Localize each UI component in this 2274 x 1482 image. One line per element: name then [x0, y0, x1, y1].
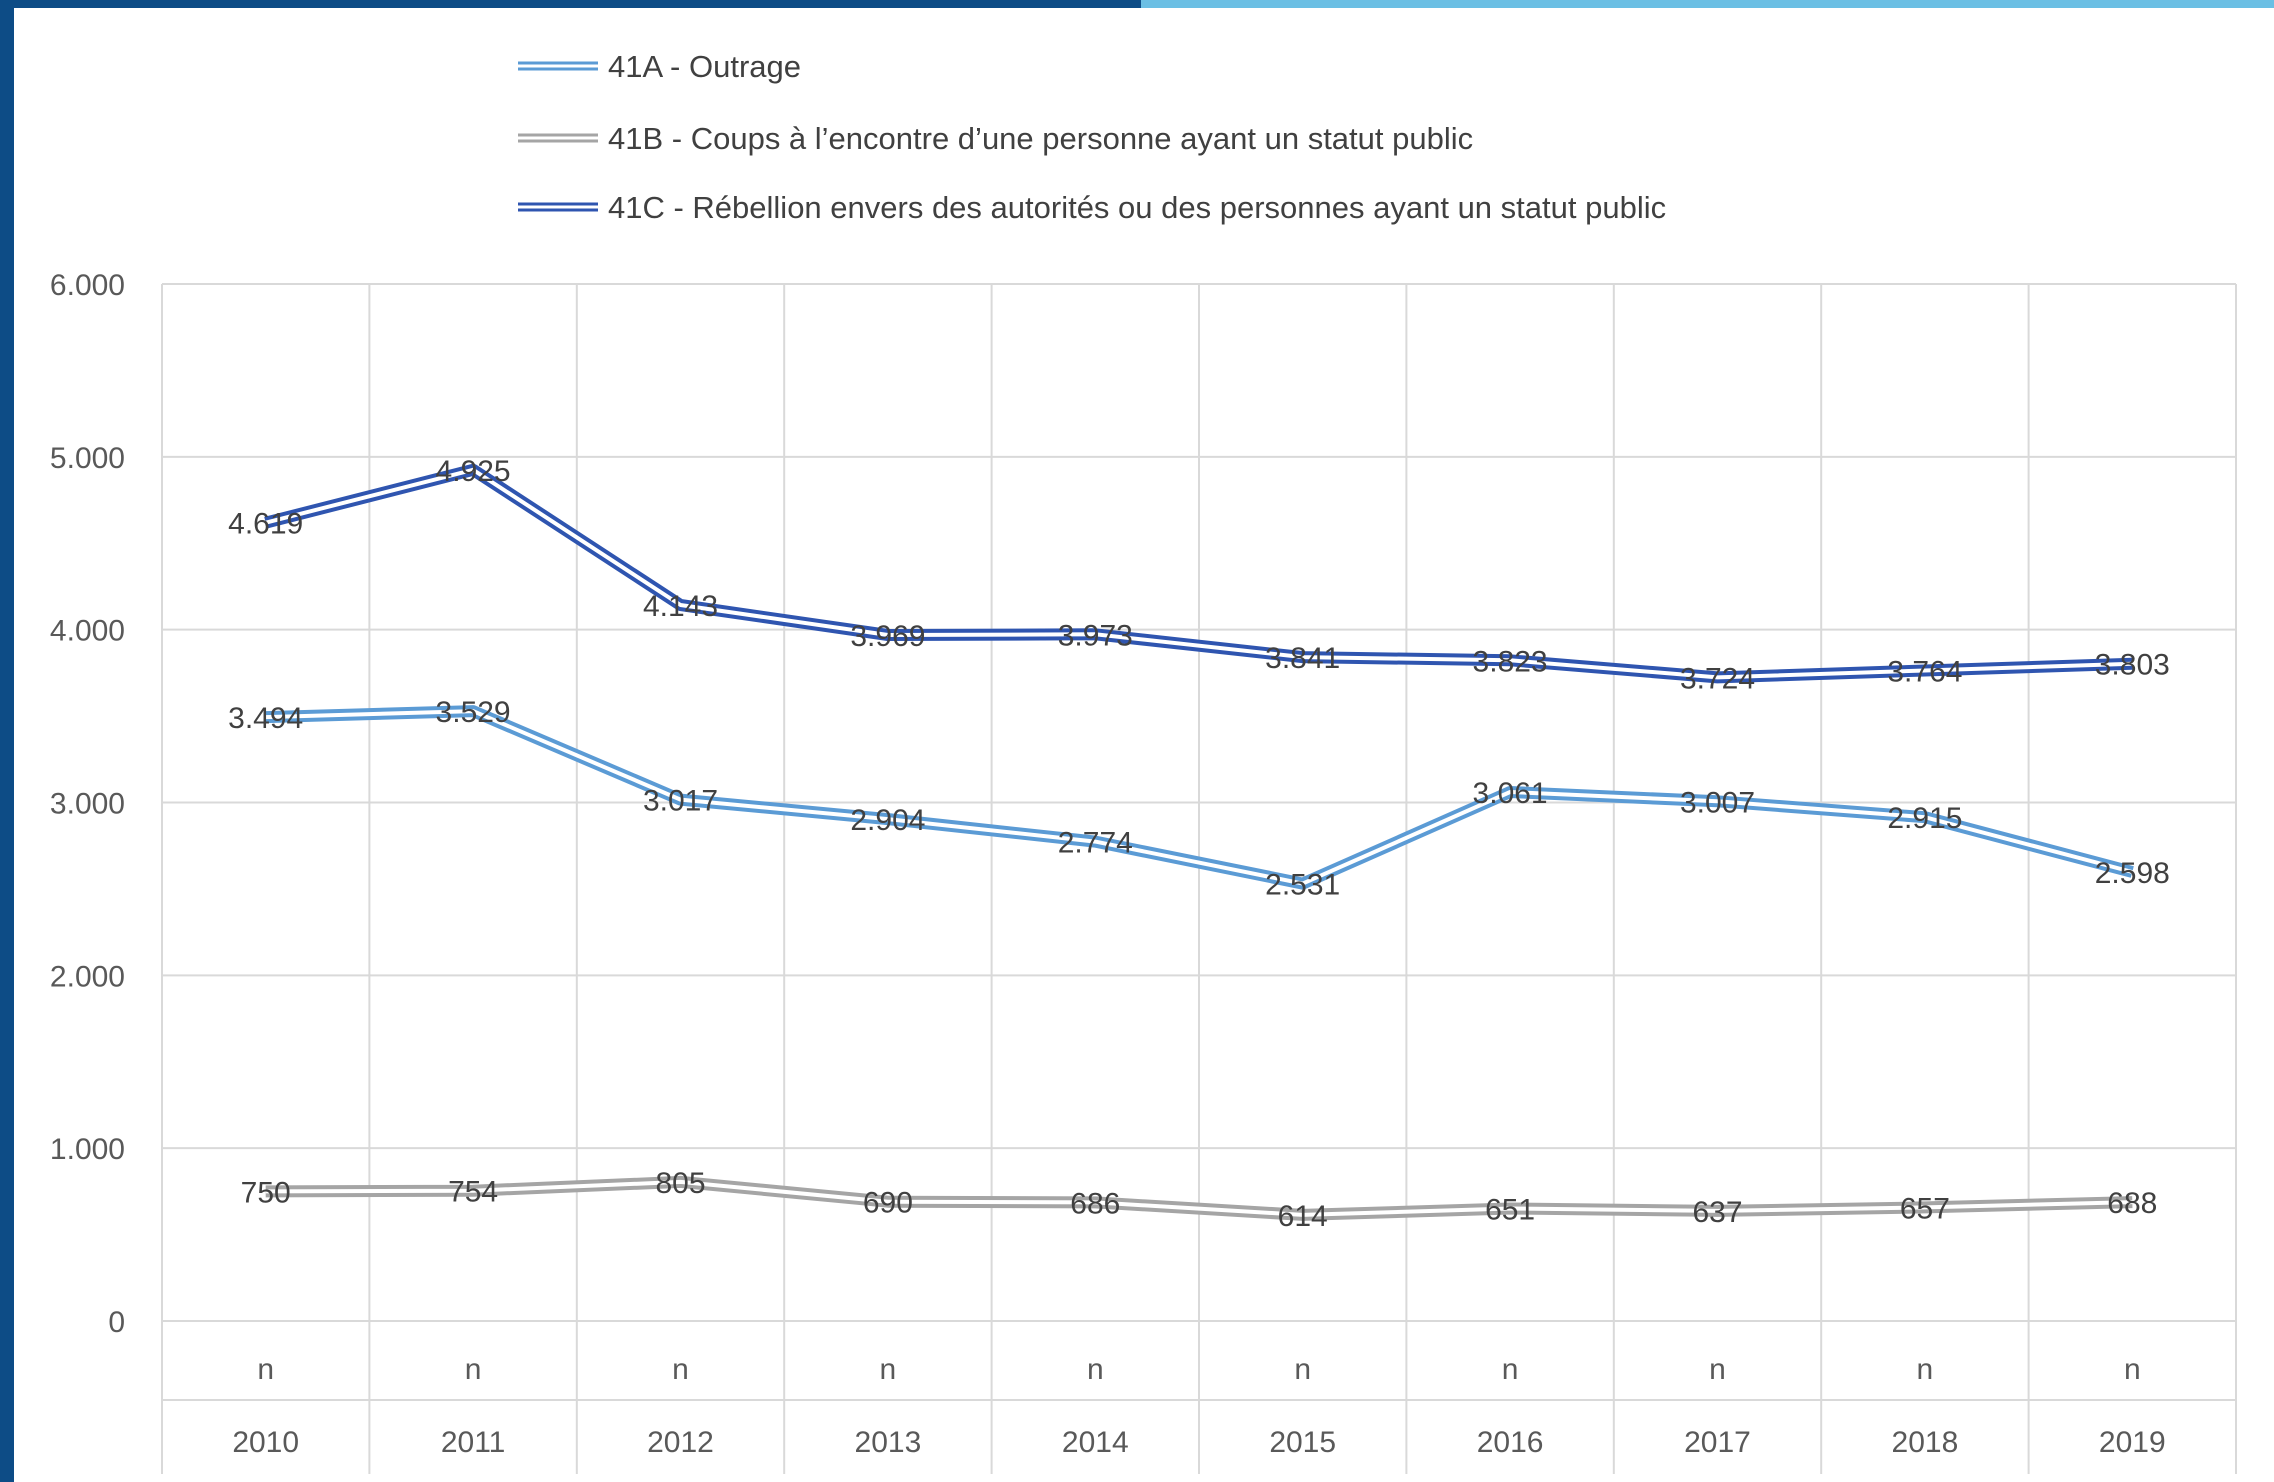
- x-tick-label: 2014: [1062, 1426, 1129, 1459]
- frame-top-bar-dark: [0, 0, 1141, 8]
- x-tick-label: 2017: [1684, 1426, 1751, 1459]
- data-label: 2.598: [2095, 857, 2170, 890]
- data-label: 614: [1278, 1200, 1328, 1233]
- x-tick-label: 2018: [1892, 1426, 1959, 1459]
- data-label: 2.904: [850, 804, 925, 837]
- data-label: 690: [863, 1187, 913, 1220]
- data-label: 4.143: [643, 590, 718, 623]
- series-line-inner: [265, 709, 2133, 886]
- data-label: 3.017: [643, 785, 718, 818]
- x-tick-sublabel: n: [672, 1353, 689, 1386]
- x-tick-sublabel: n: [880, 1353, 897, 1386]
- x-tick-sublabel: n: [1502, 1353, 1519, 1386]
- data-label: 3.529: [436, 696, 511, 729]
- legend-label: 41B - Coups à l’encontre d’une personne …: [608, 121, 1473, 156]
- x-tick-label: 2010: [232, 1426, 299, 1459]
- data-label: 3.841: [1265, 642, 1340, 675]
- legend-label: 41C - Rébellion envers des autorités ou …: [608, 190, 1666, 225]
- chart-series: [264, 463, 2134, 1221]
- data-label: 3.764: [1887, 655, 1962, 688]
- data-label: 750: [241, 1176, 291, 1209]
- y-tick-label: 2.000: [50, 960, 125, 993]
- data-labels: 3.494 3.529 3.017 2.904 2.774 2.531 3.061 3.007…: [228, 455, 2170, 1233]
- data-label: 3.007: [1680, 786, 1755, 819]
- data-label: 3.823: [1473, 645, 1548, 678]
- y-tick-label: 1.000: [50, 1133, 125, 1166]
- y-tick-label: 0: [108, 1306, 125, 1339]
- x-tick-sublabel: n: [1917, 1353, 1934, 1386]
- x-tick-sublabel: n: [1087, 1353, 1104, 1386]
- x-tick-label: 2015: [1269, 1426, 1336, 1459]
- data-label: 688: [2107, 1187, 2157, 1220]
- x-tick-sublabel: n: [1709, 1353, 1726, 1386]
- series-line-inner: [265, 1179, 2133, 1217]
- data-label: 2.915: [1887, 802, 1962, 835]
- data-label: 805: [655, 1167, 705, 1200]
- y-tick-label: 3.000: [50, 788, 125, 821]
- data-label: 4.925: [436, 455, 511, 488]
- chart-legend: 41A - Outrage 41B - Coups à l’encontre d’…: [518, 49, 1666, 225]
- frame-top-bar-light: [1141, 0, 2274, 8]
- data-label: 657: [1900, 1192, 1950, 1225]
- data-label: 3.494: [228, 702, 303, 735]
- data-label: 686: [1070, 1187, 1120, 1220]
- x-tick-sublabel: n: [257, 1353, 274, 1386]
- data-label: 3.969: [850, 620, 925, 653]
- y-tick-label: 6.000: [50, 269, 125, 302]
- y-axis: 0 1.000 2.000 3.000 4.000 5.000 6.000: [50, 269, 125, 1339]
- x-tick-label: 2013: [855, 1426, 922, 1459]
- x-tick-sublabel: n: [2124, 1353, 2141, 1386]
- legend-label: 41A - Outrage: [608, 49, 801, 84]
- x-axis: n 2010 n 2011 n 2012 n 2013 n 2014 n 2015 n 2016 n 2017…: [232, 1353, 2165, 1459]
- x-tick-label: 2012: [647, 1426, 714, 1459]
- x-tick-sublabel: n: [1294, 1353, 1311, 1386]
- y-tick-label: 5.000: [50, 442, 125, 475]
- data-label: 2.774: [1058, 827, 1133, 860]
- x-tick-label: 2016: [1477, 1426, 1544, 1459]
- data-label: 3.803: [2095, 649, 2170, 682]
- series-line-inner: [265, 467, 2133, 680]
- x-tick-label: 2019: [2099, 1426, 2166, 1459]
- data-label: 4.619: [228, 508, 303, 541]
- data-label: 3.061: [1473, 777, 1548, 810]
- data-label: 2.531: [1265, 869, 1340, 902]
- x-tick-label: 2011: [441, 1426, 506, 1459]
- data-label: 637: [1692, 1196, 1742, 1229]
- data-label: 3.724: [1680, 662, 1755, 695]
- y-tick-label: 4.000: [50, 615, 125, 648]
- x-tick-sublabel: n: [465, 1353, 482, 1386]
- data-label: 3.973: [1058, 619, 1133, 652]
- data-label: 651: [1485, 1193, 1535, 1226]
- data-label: 754: [448, 1176, 498, 1209]
- chart-gridlines: [161, 283, 2237, 1474]
- frame-left-bar: [0, 0, 14, 1482]
